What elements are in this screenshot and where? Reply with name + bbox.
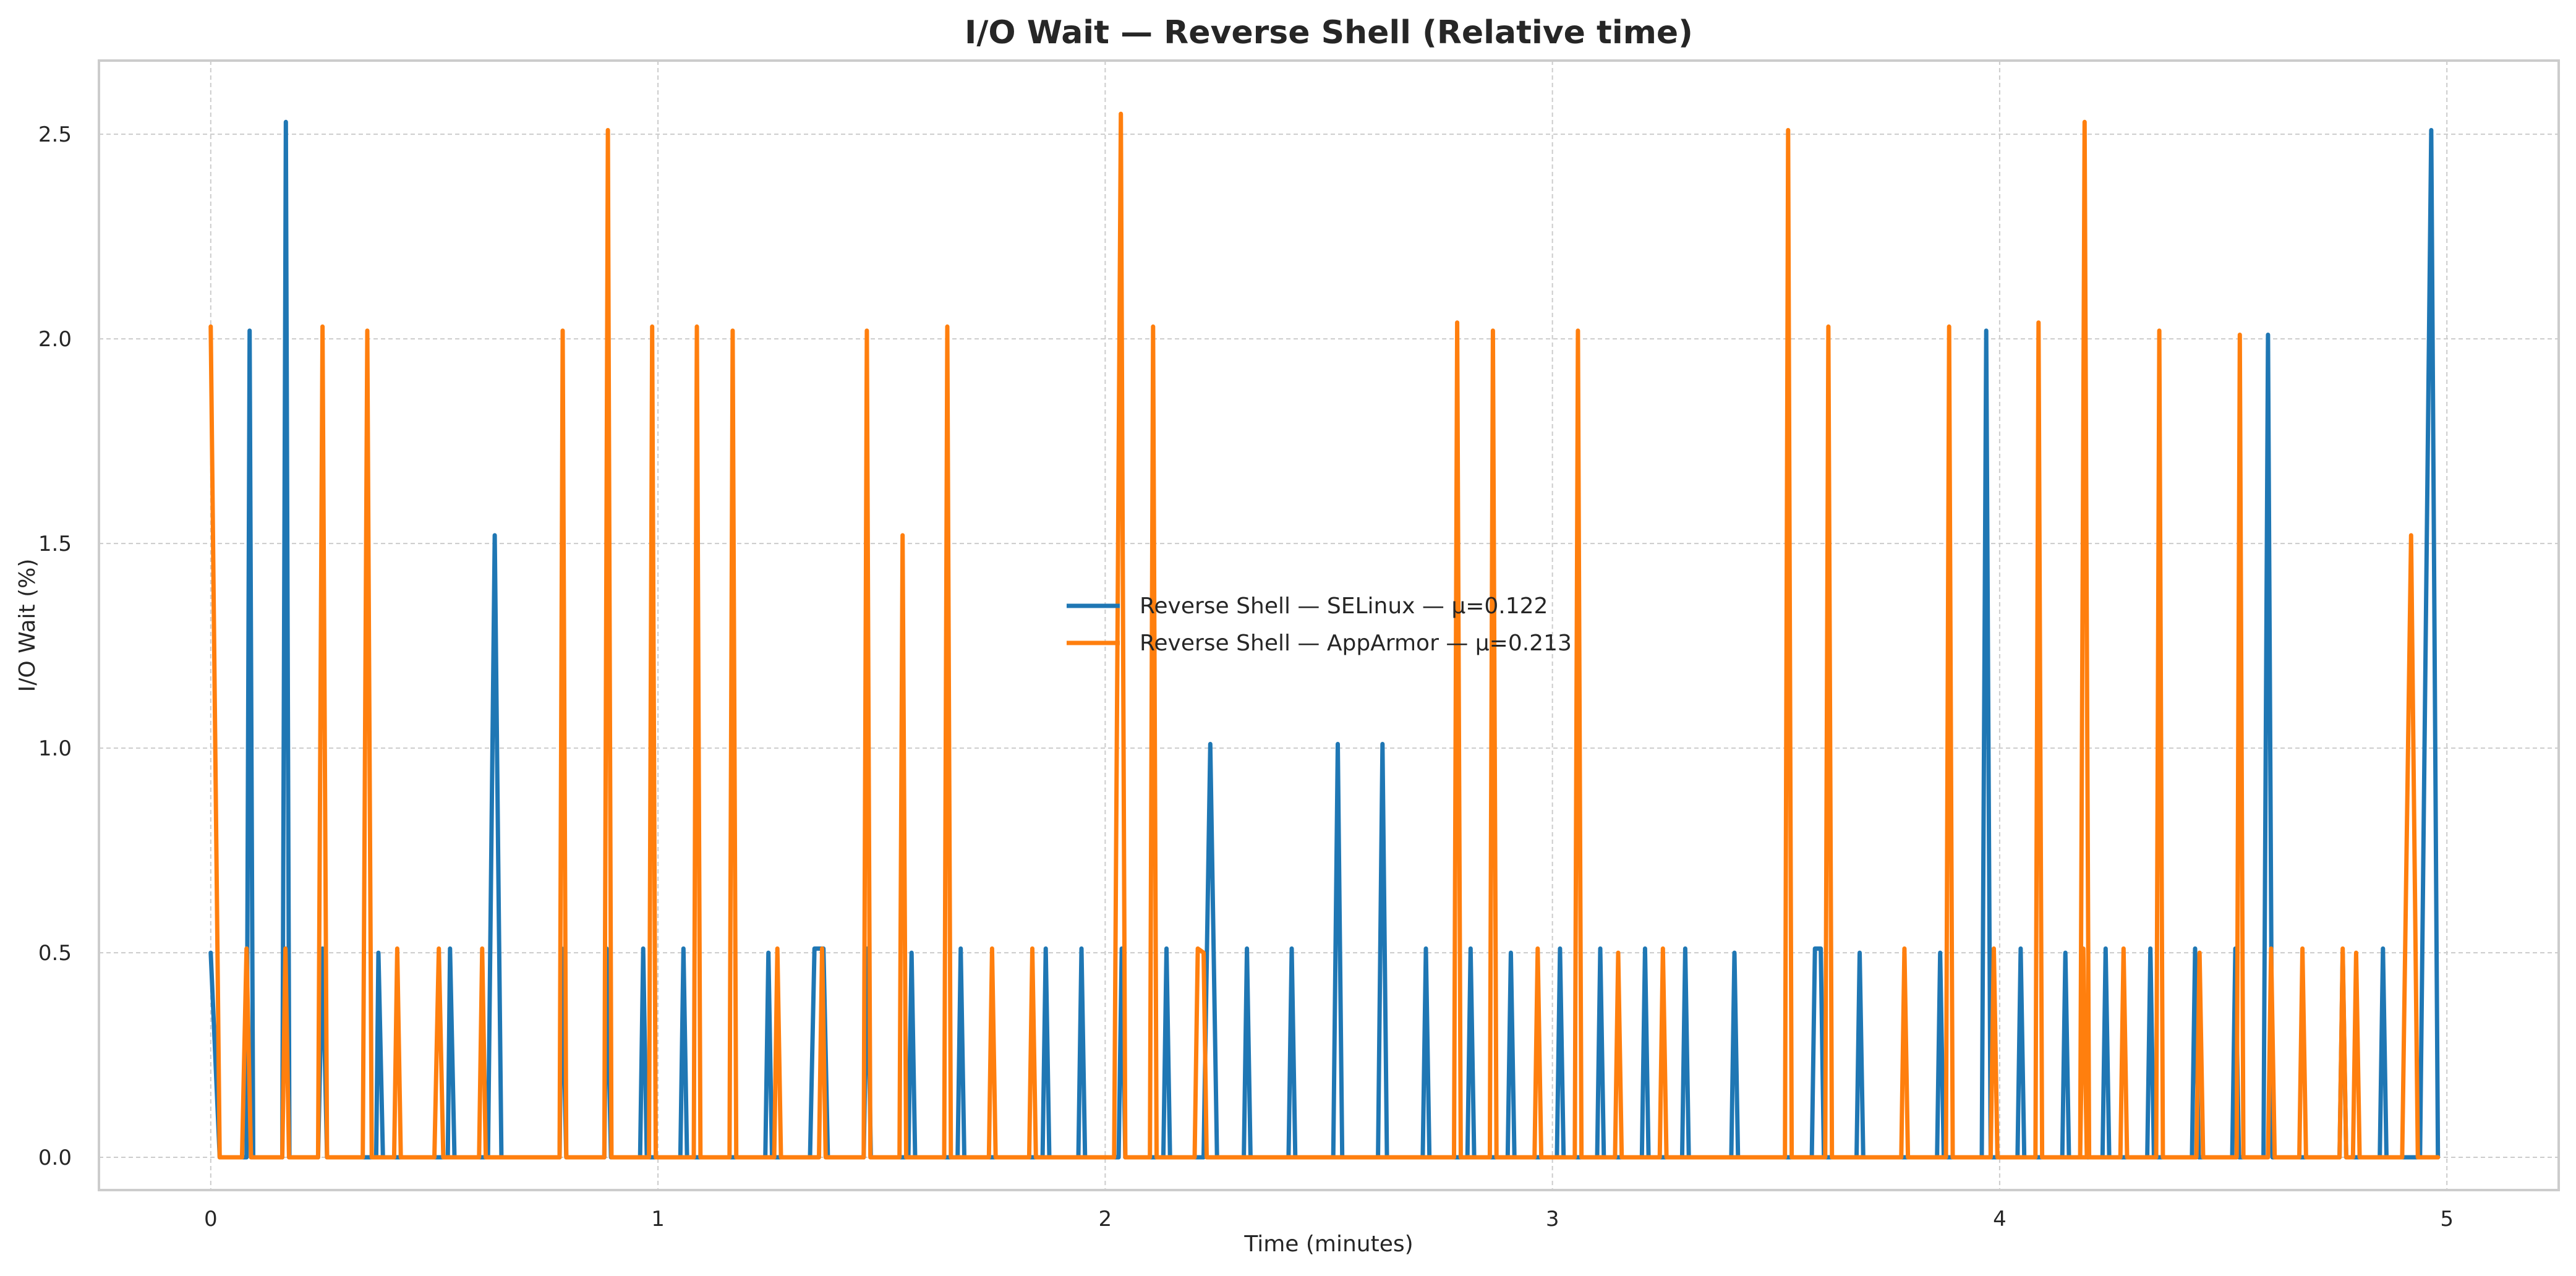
y-tick-label: 2.0 [38, 327, 72, 352]
legend-label: Reverse Shell — SELinux — μ=0.122 [1140, 593, 1548, 619]
y-tick-label: 0.0 [38, 1146, 72, 1170]
y-tick-label: 2.5 [38, 122, 72, 147]
y-axis-label: I/O Wait (%) [15, 559, 40, 692]
x-tick-label: 3 [1546, 1207, 1559, 1231]
series-line-2 [208, 111, 2441, 1160]
legend: Reverse Shell — SELinux — μ=0.122 Reverse… [1067, 593, 1572, 656]
y-tick-label: 1.0 [38, 736, 72, 761]
x-tick-label: 1 [651, 1207, 665, 1231]
y-axis-ticks: 0.0 0.5 1.0 1.5 2.0 2.5 [38, 122, 72, 1170]
legend-label: Reverse Shell — AppArmor — μ=0.213 [1140, 631, 1572, 656]
y-tick-label: 1.5 [38, 532, 72, 556]
chart-title: I/O Wait — Reverse Shell (Relative time) [965, 14, 1693, 51]
x-axis-label: Time (minutes) [1243, 1231, 1413, 1257]
series-lines [208, 111, 2441, 1160]
x-tick-label: 5 [2440, 1207, 2454, 1231]
plot-area-frame [98, 59, 2560, 1191]
x-tick-label: 2 [1099, 1207, 1112, 1231]
y-tick-label: 0.5 [38, 941, 72, 966]
x-axis-ticks: 0 1 2 3 4 5 [204, 1207, 2454, 1231]
grid-lines [99, 61, 2559, 1190]
x-tick-label: 4 [1993, 1207, 2007, 1231]
x-tick-label: 0 [204, 1207, 218, 1231]
